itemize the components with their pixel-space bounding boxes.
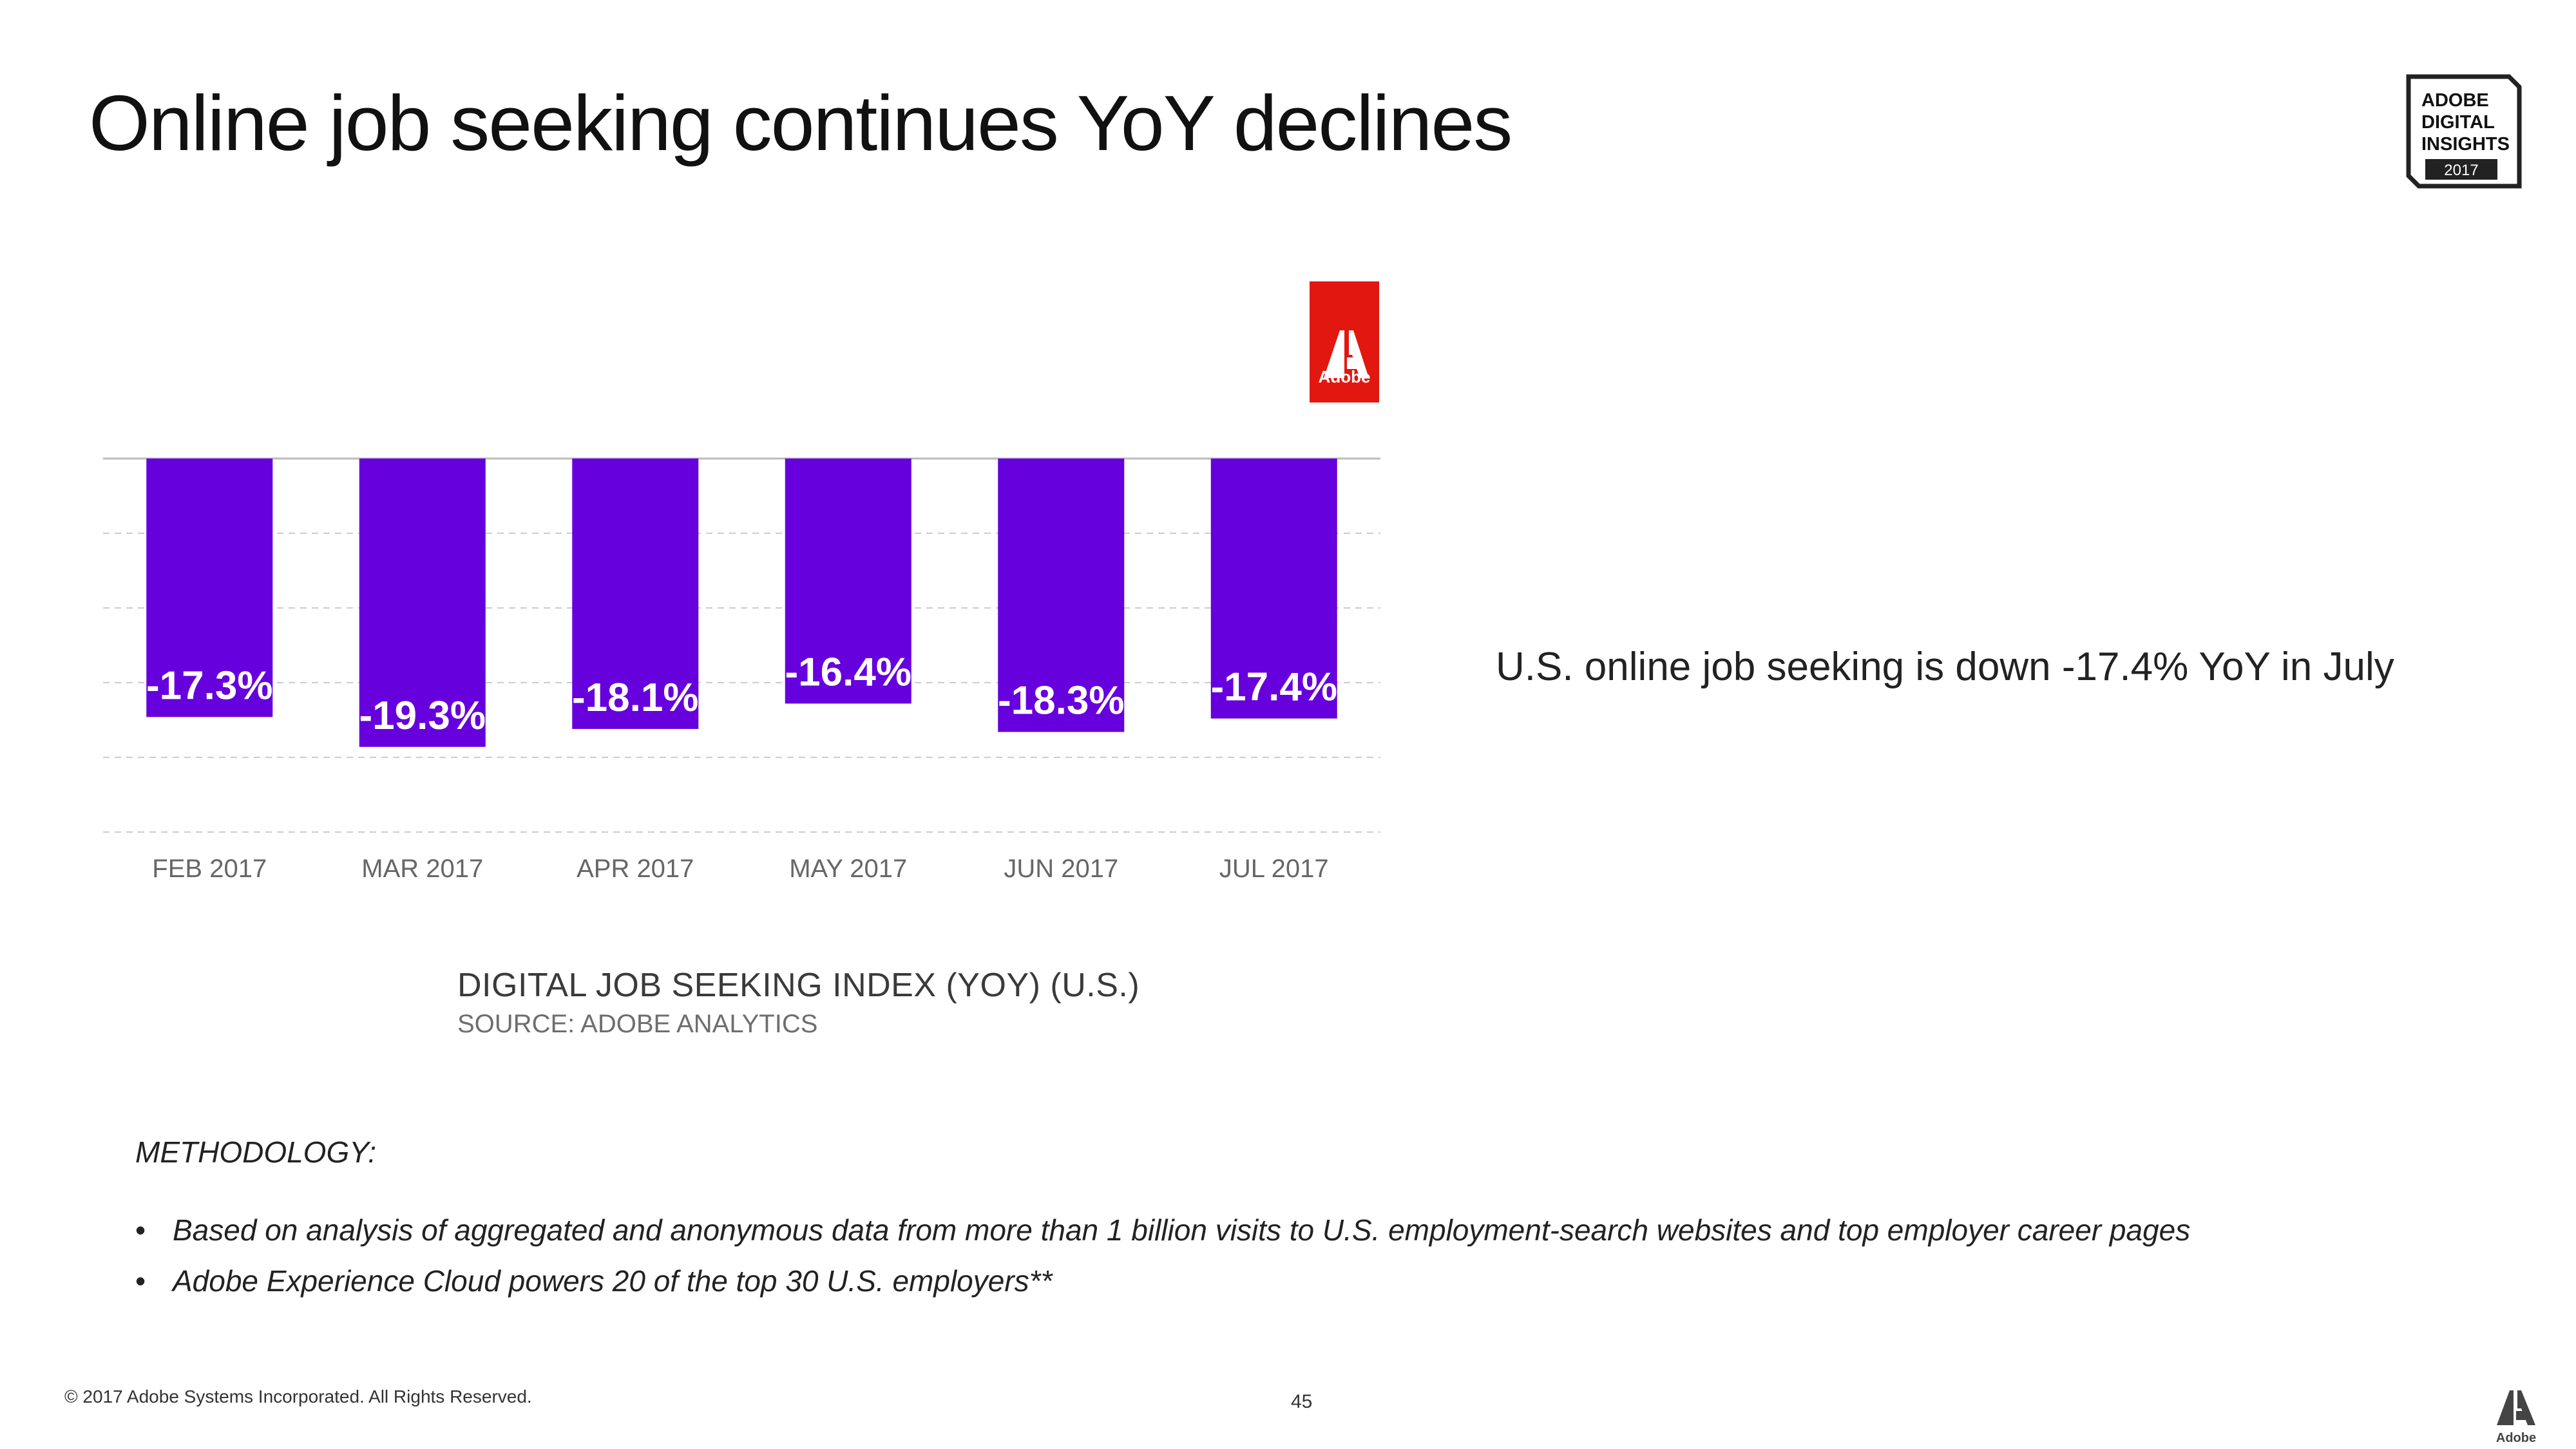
adobe-digital-insights-badge: ADOBE DIGITAL INSIGHTS 2017 [2406,74,2522,189]
slide-title: Online job seeking continues YoY decline… [89,79,1512,167]
methodology-heading: METHODOLOGY: [135,1135,376,1169]
chart-bar [785,459,911,704]
chart-category-label: MAY 2017 [789,855,907,883]
methodology-bullet: • Adobe Experience Cloud powers 20 of the… [135,1264,1052,1298]
chart-data-label: -19.3% [359,694,486,738]
badge-year: 2017 [2444,162,2478,179]
chart-bars [146,459,1337,747]
chart-category-label: APR 2017 [577,855,694,883]
adobe-logo: Adobe [1310,281,1379,402]
chart-gridlines [103,457,1380,833]
chart-data-labels: -17.3% -19.3% -18.1% -16.4% -18.3% -17.4% [146,650,1337,737]
chart-source: SOURCE: ADOBE ANALYTICS [457,1010,818,1038]
chart-title: DIGITAL JOB SEEKING INDEX (YOY) (U.S.) [457,967,1140,1004]
adobe-corner-logo: Adobe [2496,1390,2536,1445]
badge-line3: INSIGHTS [2421,134,2510,155]
chart-bar [1210,459,1337,719]
chart-data-label: -18.1% [572,676,698,720]
badge-line2: DIGITAL [2421,112,2495,133]
chart-category-labels: FEB 2017 MAR 2017 APR 2017 MAY 2017 JUN 2017… [152,855,1328,883]
bullet-icon: • [135,1213,146,1247]
adobe-corner-logo-label: Adobe [2496,1431,2536,1445]
methodology-bullet-text: Based on analysis of aggregated and anon… [173,1213,2191,1247]
chart-bar [998,459,1125,732]
chart-category-label: FEB 2017 [152,855,267,883]
chart-data-label: -17.4% [1211,665,1337,710]
adobe-logo-label: Adobe [1319,367,1371,386]
chart-bar [572,459,699,729]
copyright-text: © 2017 Adobe Systems Incorporated. All R… [64,1387,532,1406]
methodology-bullet-text: Adobe Experience Cloud powers 20 of the … [173,1264,1053,1298]
bullet-icon: • [135,1264,146,1298]
badge-line1: ADOBE [2421,90,2489,111]
chart-data-label: -18.3% [998,679,1124,723]
page-number: 45 [1291,1391,1313,1412]
chart-data-label: -17.3% [146,663,272,708]
chart-bar [359,459,486,747]
chart-category-label: MAR 2017 [361,855,483,883]
methodology-bullet: • Based on analysis of aggregated and ano… [135,1213,2190,1247]
chart-bar [146,459,273,717]
callout-text: U.S. online job seeking is down -17.4% Y… [1496,645,2394,689]
chart-category-label: JUN 2017 [1004,855,1118,883]
chart-category-label: JUL 2017 [1219,855,1329,883]
chart-data-label: -16.4% [785,650,911,694]
